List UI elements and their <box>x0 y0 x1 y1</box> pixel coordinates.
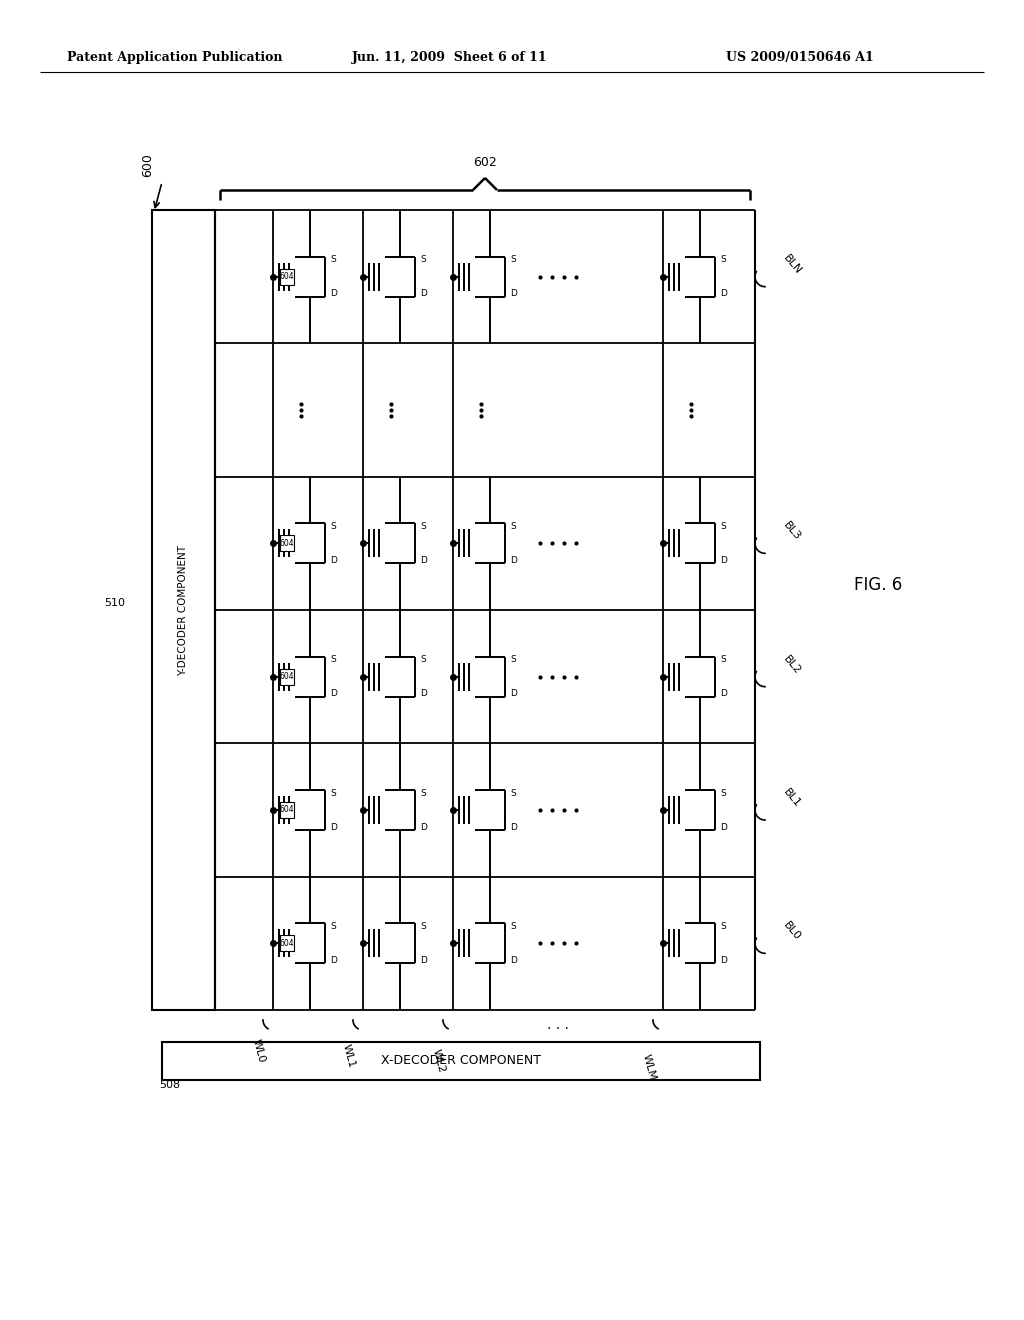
Text: Jun. 11, 2009  Sheet 6 of 11: Jun. 11, 2009 Sheet 6 of 11 <box>352 50 548 63</box>
Text: BL3: BL3 <box>781 520 802 543</box>
Text: D: D <box>510 822 517 832</box>
Text: S: S <box>510 255 516 264</box>
Text: S: S <box>510 788 516 797</box>
Text: D: D <box>420 956 427 965</box>
Text: S: S <box>510 655 516 664</box>
Text: D: D <box>420 289 427 298</box>
Bar <box>152 210 215 1010</box>
Text: D: D <box>330 556 337 565</box>
Text: D: D <box>720 956 727 965</box>
Text: Patent Application Publication: Patent Application Publication <box>68 50 283 63</box>
Text: S: S <box>420 655 426 664</box>
Text: S: S <box>420 921 426 931</box>
Text: FIG. 6: FIG. 6 <box>854 576 902 594</box>
Text: D: D <box>510 556 517 565</box>
Bar <box>280 936 294 952</box>
Text: WL2: WL2 <box>431 1048 447 1074</box>
Text: D: D <box>510 289 517 298</box>
Text: X-DECODER COMPONENT: X-DECODER COMPONENT <box>381 1055 541 1068</box>
Text: D: D <box>330 956 337 965</box>
Text: S: S <box>330 655 336 664</box>
Text: 600: 600 <box>141 153 155 177</box>
Text: S: S <box>720 521 726 531</box>
Text: D: D <box>720 689 727 698</box>
Text: 604: 604 <box>280 805 294 814</box>
Text: D: D <box>330 822 337 832</box>
Text: S: S <box>510 521 516 531</box>
Bar <box>280 669 294 685</box>
Text: 508: 508 <box>160 1080 180 1090</box>
Text: BL0: BL0 <box>781 920 802 942</box>
Text: 604: 604 <box>280 539 294 548</box>
Text: WL1: WL1 <box>341 1043 357 1069</box>
Text: D: D <box>420 556 427 565</box>
Text: D: D <box>330 689 337 698</box>
Text: S: S <box>420 788 426 797</box>
Text: S: S <box>510 921 516 931</box>
Text: S: S <box>330 521 336 531</box>
Text: WL0: WL0 <box>251 1038 267 1064</box>
Text: S: S <box>330 788 336 797</box>
Text: 604: 604 <box>280 272 294 281</box>
Text: 510: 510 <box>104 598 125 609</box>
Text: D: D <box>420 822 427 832</box>
Text: S: S <box>420 521 426 531</box>
Text: 604: 604 <box>280 672 294 681</box>
Text: 602: 602 <box>473 157 497 169</box>
Text: BLN: BLN <box>781 253 803 276</box>
Text: D: D <box>720 556 727 565</box>
Text: D: D <box>330 289 337 298</box>
Text: D: D <box>510 689 517 698</box>
Text: D: D <box>720 822 727 832</box>
Text: S: S <box>330 255 336 264</box>
Text: S: S <box>720 921 726 931</box>
Bar <box>280 536 294 552</box>
Text: 604: 604 <box>280 939 294 948</box>
Text: S: S <box>720 655 726 664</box>
Text: US 2009/0150646 A1: US 2009/0150646 A1 <box>726 50 873 63</box>
Bar <box>162 1041 760 1080</box>
Text: S: S <box>720 255 726 264</box>
Text: S: S <box>420 255 426 264</box>
Bar <box>280 269 294 285</box>
Text: WLM: WLM <box>641 1053 657 1081</box>
Text: D: D <box>720 289 727 298</box>
Text: Y-DECODER COMPONENT: Y-DECODER COMPONENT <box>178 544 188 676</box>
Text: S: S <box>330 921 336 931</box>
Text: BL2: BL2 <box>781 653 802 676</box>
Text: D: D <box>420 689 427 698</box>
Text: BL1: BL1 <box>781 787 802 809</box>
Text: D: D <box>510 956 517 965</box>
Text: . . .: . . . <box>547 1018 569 1032</box>
Bar <box>280 803 294 818</box>
Text: S: S <box>720 788 726 797</box>
